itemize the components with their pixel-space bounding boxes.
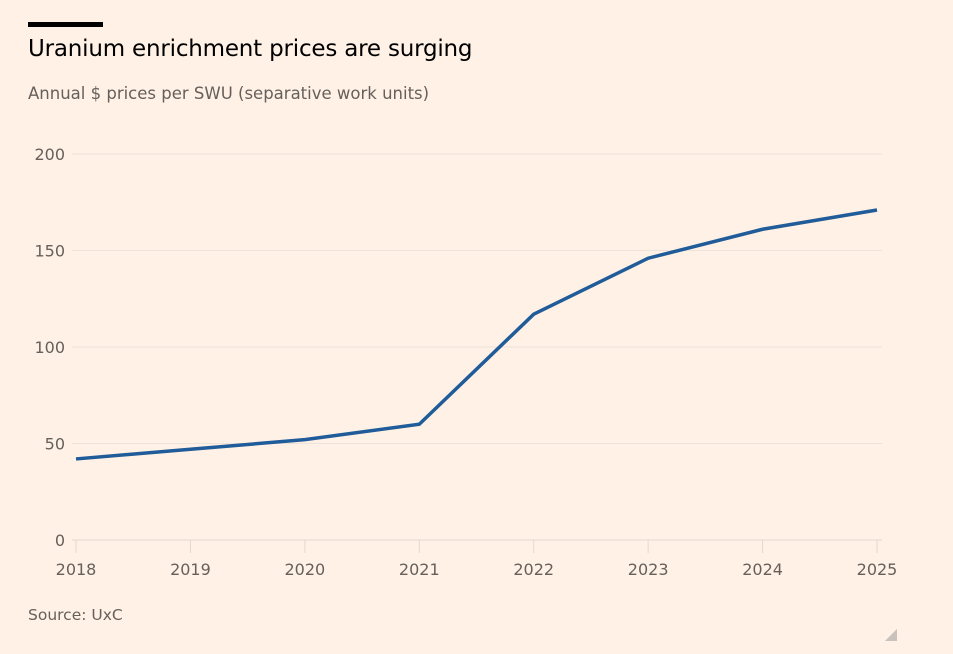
chart-title: Uranium enrichment prices are surging [28,36,473,62]
x-tick-label: 2018 [56,560,97,579]
y-tick-label: 50 [45,435,65,454]
series-line [75,208,878,461]
y-tick-label: 150 [34,242,65,261]
y-tick-label: 0 [55,531,65,550]
x-tick-label: 2024 [742,560,783,579]
title-accent-bar [28,22,103,27]
x-tick-label: 2020 [284,560,325,579]
x-tick-label: 2021 [399,560,440,579]
y-tick-label: 100 [34,338,65,357]
y-axis: 0 50 100 150 200 [34,145,65,550]
x-tick-label: 2019 [170,560,211,579]
series-layer [75,208,878,461]
source-note: Source: UxC [28,606,123,624]
x-tick-label: 2025 [857,560,898,579]
x-tick-label: 2022 [513,560,554,579]
chart-subtitle: Annual $ prices per SWU (separative work… [28,84,430,103]
line-chart: 0 50 100 150 200 2018 2019 2020 2021 2022 2023 202… [34,145,898,579]
gridlines [72,153,882,541]
x-axis: 2018 2019 2020 2021 2022 2023 2024 2025 [56,540,898,579]
x-tick-label: 2023 [628,560,669,579]
resize-handle-icon[interactable] [885,629,897,641]
y-tick-label: 200 [34,145,65,164]
